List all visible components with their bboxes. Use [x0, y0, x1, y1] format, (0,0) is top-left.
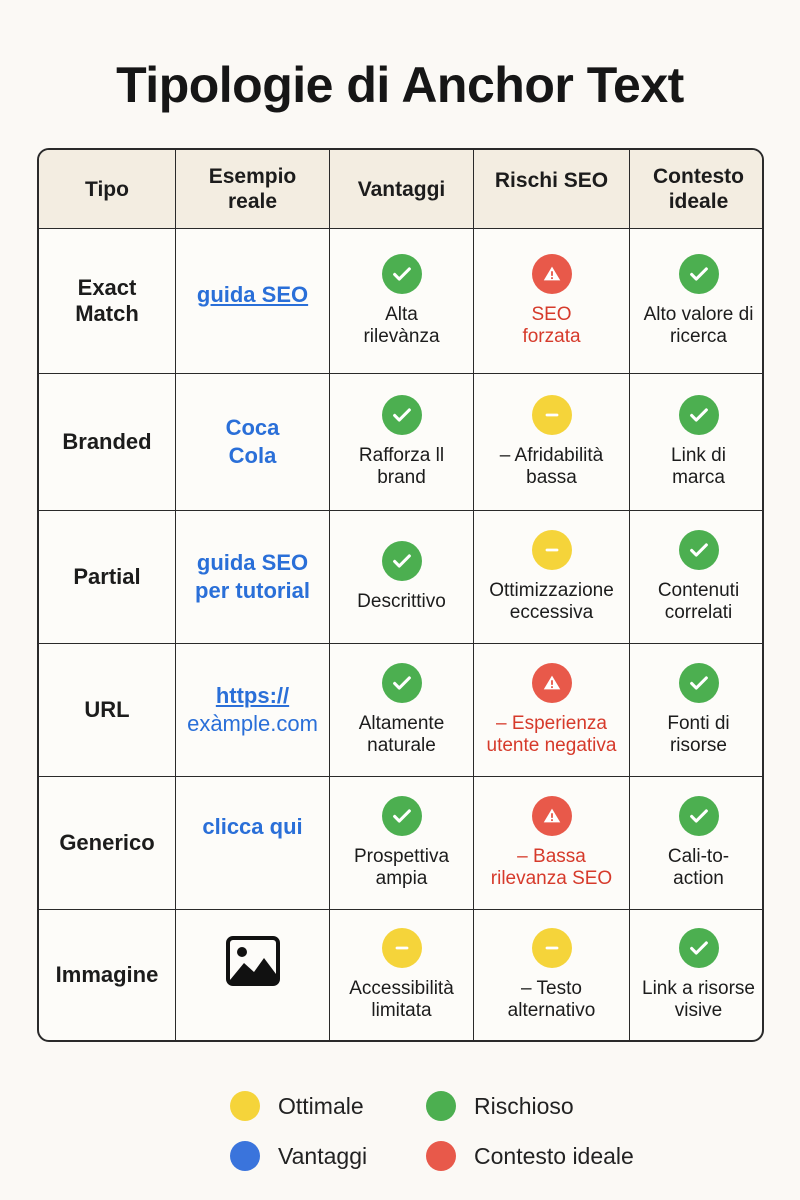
- legend-item: Vantaggi: [230, 1141, 367, 1171]
- context-cell: Link di marca: [630, 374, 762, 511]
- context-cell: Alto valore di ricerca: [630, 229, 762, 374]
- warning-icon: [531, 796, 572, 836]
- example-image[interactable]: [176, 910, 330, 1040]
- header-esempio: Esempio reale: [176, 150, 330, 229]
- check-icon: [678, 395, 719, 435]
- image-icon: [225, 936, 280, 986]
- row-type: Branded: [39, 374, 176, 511]
- warning-icon: [531, 254, 572, 294]
- legend-item: Rischioso: [426, 1091, 574, 1121]
- advantage-cell: Descrittivo: [330, 511, 474, 644]
- example-link[interactable]: guida SEO per tutorial: [176, 511, 330, 644]
- risk-cell: – Afridabilità bassa: [474, 374, 630, 511]
- example-link[interactable]: guida SEO: [176, 229, 330, 374]
- example-link[interactable]: https:// exàmple.com: [176, 644, 330, 777]
- header-rischi: Rischi SEO: [474, 150, 630, 229]
- check-icon: [381, 541, 422, 581]
- row-type: Exact Match: [39, 229, 176, 374]
- green-dot-icon: [426, 1091, 456, 1121]
- check-icon: [678, 530, 719, 570]
- anchor-text-table: Tipo Esempio reale Vantaggi Rischi SEO C…: [37, 148, 764, 1042]
- context-cell: Link a risorse visive: [630, 910, 762, 1040]
- risk-cell: – Bassa rilevanza SEO: [474, 777, 630, 910]
- row-type: Generico: [39, 777, 176, 910]
- context-cell: Cali-to- action: [630, 777, 762, 910]
- legend-item: Ottimale: [230, 1091, 364, 1121]
- advantage-cell: Prospettiva ampia: [330, 777, 474, 910]
- row-type: Partial: [39, 511, 176, 644]
- risk-cell: SEO forzata: [474, 229, 630, 374]
- row-type: URL: [39, 644, 176, 777]
- legend: Ottimale Rischioso Vantaggi Contesto ide…: [0, 1085, 800, 1185]
- legend-item: Contesto ideale: [426, 1141, 634, 1171]
- context-cell: Contenuti correlati: [630, 511, 762, 644]
- header-vantaggi: Vantaggi: [330, 150, 474, 229]
- example-link[interactable]: Coca Cola: [176, 374, 330, 511]
- check-icon: [381, 663, 422, 703]
- risk-cell: Ottimizzazione eccessiva: [474, 511, 630, 644]
- header-contesto: Contesto ideale: [630, 150, 762, 229]
- yellow-dot-icon: [230, 1091, 260, 1121]
- minus-icon: [531, 928, 572, 968]
- advantage-cell: Rafforza ll brand: [330, 374, 474, 511]
- check-icon: [381, 796, 422, 836]
- minus-icon: [531, 530, 572, 570]
- page-title: Tipologie di Anchor Text: [116, 57, 684, 113]
- advantage-cell: Accessibilità limitata: [330, 910, 474, 1040]
- risk-cell: – Testo alternativo: [474, 910, 630, 1040]
- minus-icon: [381, 928, 422, 968]
- advantage-cell: Alta rilevànza: [330, 229, 474, 374]
- check-icon: [678, 796, 719, 836]
- check-icon: [381, 254, 422, 294]
- check-icon: [381, 395, 422, 435]
- row-type: Immagine: [39, 910, 176, 1040]
- check-icon: [678, 928, 719, 968]
- check-icon: [678, 663, 719, 703]
- check-icon: [678, 254, 719, 294]
- warning-icon: [531, 663, 572, 703]
- context-cell: Fonti di risorse: [630, 644, 762, 777]
- risk-cell: – Esperienza utente negativa: [474, 644, 630, 777]
- red-dot-icon: [426, 1141, 456, 1171]
- advantage-cell: Altamente naturale: [330, 644, 474, 777]
- header-tipo: Tipo: [39, 150, 176, 229]
- example-link[interactable]: clicca qui: [176, 777, 330, 910]
- blue-dot-icon: [230, 1141, 260, 1171]
- minus-icon: [531, 395, 572, 435]
